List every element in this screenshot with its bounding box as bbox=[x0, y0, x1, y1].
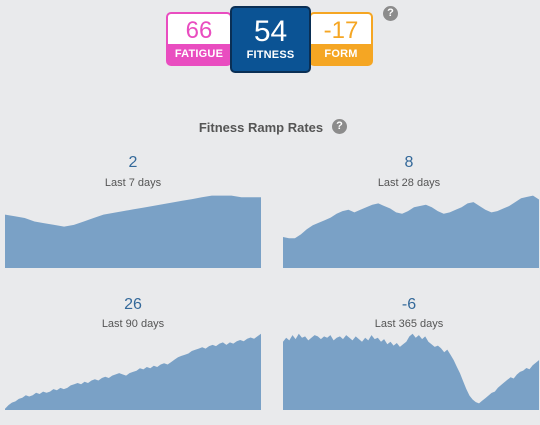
fitness-card[interactable]: 54 FITNESS bbox=[230, 6, 311, 73]
ramp-365d-period: Last 365 days bbox=[374, 318, 444, 330]
ramp-365d-chart bbox=[283, 333, 539, 410]
fatigue-card[interactable]: 66 FATIGUE bbox=[166, 12, 232, 66]
ramp-28d-period: Last 28 days bbox=[377, 177, 441, 189]
ramp-rates-title: Fitness Ramp Rates bbox=[198, 120, 324, 135]
ramp-28d-value: 8 bbox=[404, 154, 414, 171]
ramp-90d-period: Last 90 days bbox=[101, 318, 165, 330]
form-card[interactable]: -17 FORM bbox=[309, 12, 373, 66]
ramp-help-icon[interactable]: ? bbox=[332, 119, 347, 134]
ramp-28d-chart bbox=[283, 195, 539, 268]
fatigue-value: 66 bbox=[185, 17, 213, 44]
ramp-7d-period: Last 7 days bbox=[104, 177, 162, 189]
ramp-90d-chart bbox=[5, 333, 261, 410]
ramp-area-series bbox=[5, 333, 261, 410]
fitness-label: FITNESS bbox=[246, 49, 295, 61]
ramp-area-series bbox=[5, 195, 261, 268]
ramp-7d-chart bbox=[5, 195, 261, 268]
fitness-value: 54 bbox=[253, 15, 288, 48]
fatigue-label: FATIGUE bbox=[168, 44, 230, 64]
ramp-365d-value: -6 bbox=[401, 296, 417, 313]
ramp-area-series bbox=[283, 333, 539, 410]
ramp-90d-value: 26 bbox=[124, 296, 142, 313]
form-value: -17 bbox=[323, 17, 359, 44]
ramp-area-series bbox=[283, 195, 539, 268]
help-icon[interactable]: ? bbox=[383, 6, 398, 21]
ramp-7d-value: 2 bbox=[128, 154, 138, 171]
form-label: FORM bbox=[311, 44, 371, 64]
